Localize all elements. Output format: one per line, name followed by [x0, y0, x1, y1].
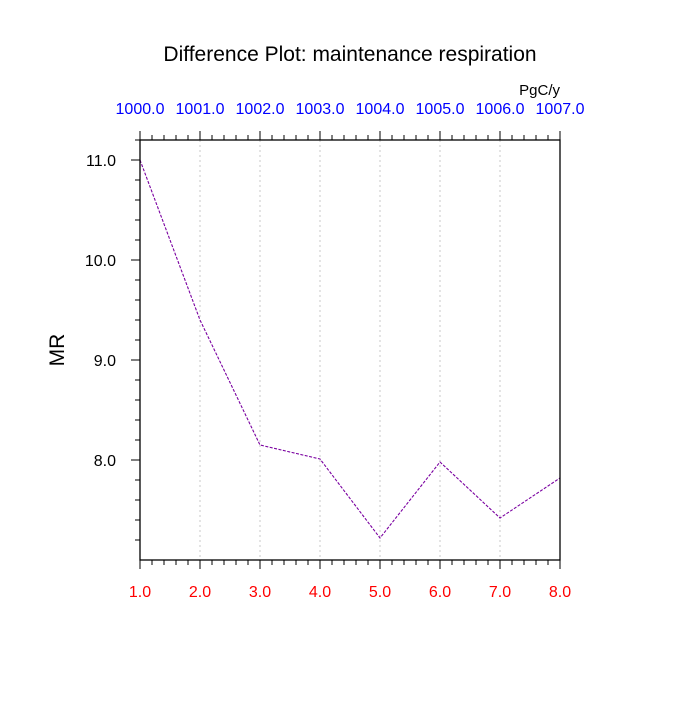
chart-title: Difference Plot: maintenance respiration	[163, 43, 536, 66]
top-tick-label-8: 1007.0	[536, 101, 585, 118]
top-tick-label-2: 1001.0	[176, 101, 225, 118]
top-tick-label-5: 1004.0	[356, 101, 405, 118]
x-tick-label-5: 5.0	[369, 584, 391, 601]
y-tick-label-2: 9.0	[94, 353, 116, 370]
y-axis-label: MR	[46, 334, 69, 367]
top-tick-label-1: 1000.0	[116, 101, 165, 118]
y-tick-label-3: 10.0	[85, 253, 116, 270]
x-tick-label-8: 8.0	[549, 584, 571, 601]
x-tick-label-3: 3.0	[249, 584, 271, 601]
x-tick-label-6: 6.0	[429, 584, 451, 601]
y-tick-label-1: 8.0	[94, 453, 116, 470]
top-tick-label-7: 1006.0	[476, 101, 525, 118]
units-label: PgC/y	[519, 82, 560, 99]
x-tick-label-1: 1.0	[129, 584, 151, 601]
y-tick-label-4: 11.0	[86, 153, 116, 170]
top-tick-label-3: 1002.0	[236, 101, 285, 118]
x-tick-label-7: 7.0	[489, 584, 511, 601]
top-tick-label-6: 1005.0	[416, 101, 465, 118]
top-tick-label-4: 1003.0	[296, 101, 345, 118]
x-tick-label-4: 4.0	[309, 584, 331, 601]
x-tick-label-2: 2.0	[189, 584, 211, 601]
